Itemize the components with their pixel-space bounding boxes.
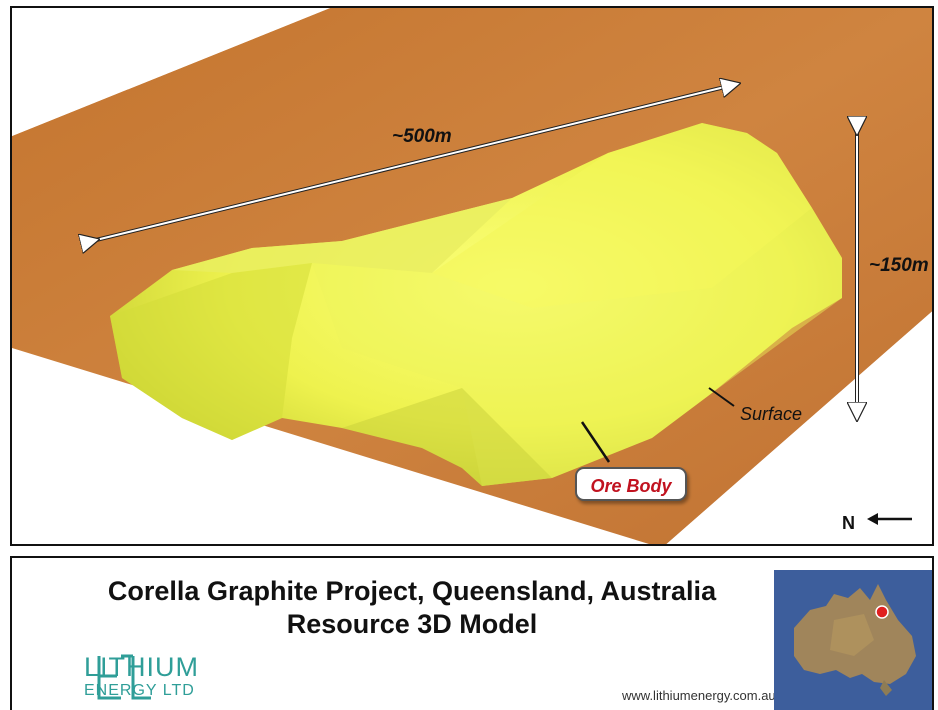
title-line-1: Corella Graphite Project, Queensland, Au…	[107, 576, 717, 606]
website-link[interactable]: www.lithiumenergy.com.au	[622, 688, 776, 703]
model-view	[12, 8, 932, 544]
lithium-energy-logo	[97, 654, 151, 700]
logo-name: LITHIUM	[84, 652, 199, 682]
ore-leader	[580, 421, 611, 463]
depth-label: ~150m	[869, 255, 929, 276]
north-label: N	[842, 513, 855, 533]
logo-subtitle: ENERGY LTD	[84, 682, 195, 699]
surface-label: Surface	[740, 404, 803, 424]
location-dot	[875, 605, 889, 619]
caption-panel: Corella Graphite Project, Queensland, Au…	[10, 556, 934, 710]
australia-map	[774, 570, 932, 710]
title-line-2: Resource 3D Model	[286, 609, 538, 639]
model-panel: ~500m ~150m Surface Ore Body N	[10, 6, 934, 546]
length-label: ~500m	[392, 126, 452, 147]
surface-leader	[708, 387, 735, 407]
ore-body-label: Ore Body	[575, 467, 687, 501]
